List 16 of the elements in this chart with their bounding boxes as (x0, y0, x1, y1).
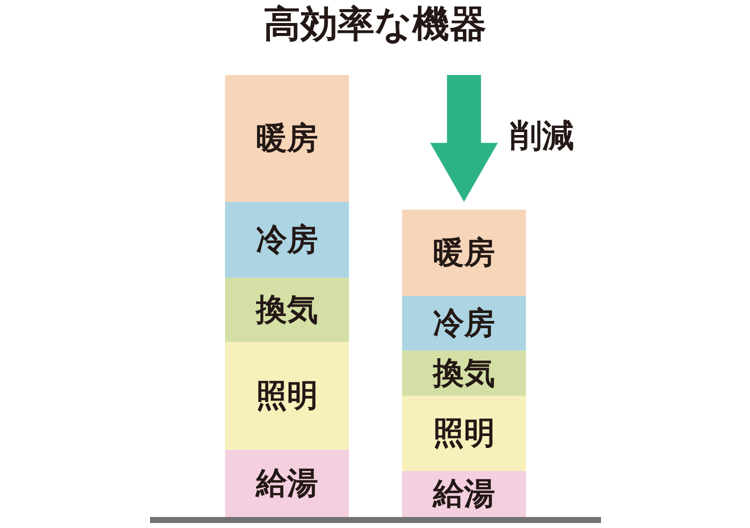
annotation: 削減 (508, 116, 574, 155)
bar (225, 202, 349, 278)
text: 冷房 (256, 222, 318, 258)
bar (402, 210, 526, 296)
series-label: 給湯 (432, 476, 495, 512)
text: 照明 (256, 378, 318, 414)
text: 給湯 (256, 465, 318, 502)
text: 暖房 (256, 120, 318, 156)
text: 換気 (256, 292, 318, 328)
series-label: 暖房 (433, 234, 495, 271)
bar (225, 342, 349, 450)
series-label: 換気 (432, 355, 495, 392)
series-label: 照明 (433, 416, 495, 452)
series-label: 冷房 (433, 305, 495, 342)
bar (225, 75, 349, 202)
chart-title: 高効率な機器 (264, 2, 486, 46)
